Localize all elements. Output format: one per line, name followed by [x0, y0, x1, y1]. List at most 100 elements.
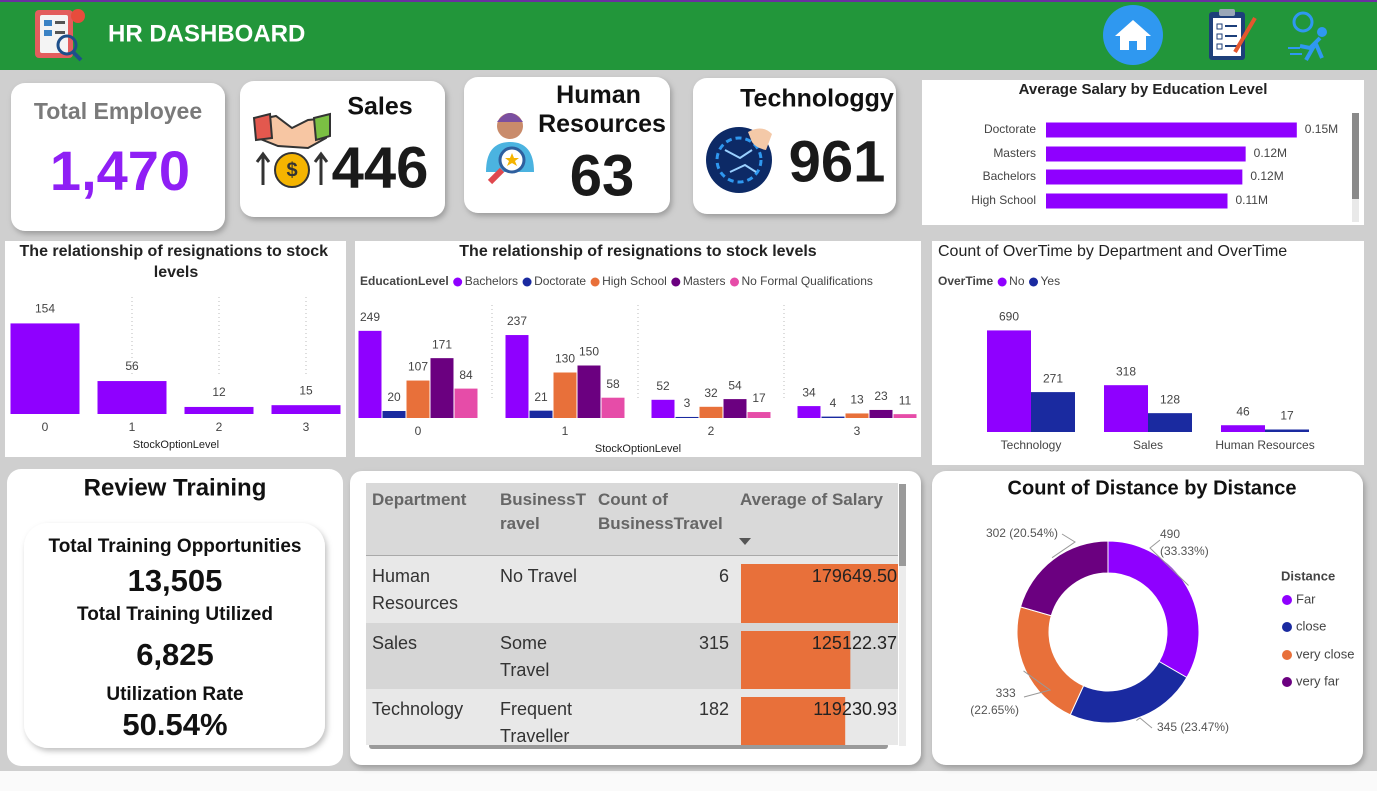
- value-label: 0.12M: [1254, 146, 1287, 160]
- cell: Sales: [372, 633, 417, 653]
- tech-icon: [706, 127, 772, 193]
- x-tick-label: 0: [42, 420, 49, 434]
- training-label: Total Training Opportunities: [49, 536, 302, 557]
- value-label: 150: [579, 345, 599, 359]
- bar: [821, 416, 845, 418]
- cell: Technology: [372, 699, 463, 719]
- legend-swatch: [1282, 595, 1292, 605]
- bar: [1031, 392, 1075, 432]
- column-header: Count of BusinessTravel: [598, 490, 723, 533]
- value-label: 130: [555, 352, 575, 366]
- scroll-track: [899, 484, 906, 746]
- kpi-card: [464, 77, 670, 213]
- legend-label: Far: [1296, 591, 1316, 606]
- bar: [1046, 122, 1297, 138]
- column-header: Department: [372, 490, 467, 509]
- bar: [454, 388, 478, 418]
- legend-label: No: [1009, 274, 1025, 288]
- value-label: 107: [408, 360, 428, 374]
- bar: [797, 406, 821, 418]
- training-value: 6,825: [136, 637, 214, 672]
- bar: [869, 409, 893, 418]
- legend-label: Masters: [683, 274, 726, 288]
- category-label: Masters: [993, 146, 1036, 160]
- value-label: 154: [35, 302, 55, 316]
- x-tick-label: 1: [129, 420, 136, 434]
- legend-swatch: [730, 277, 739, 287]
- bar: [699, 406, 723, 418]
- cell: 182: [699, 699, 729, 719]
- legend-title: Distance: [1281, 568, 1335, 583]
- logo-icon: [35, 9, 85, 62]
- value-label: 171: [432, 337, 452, 351]
- chart-title: The relationship of resignations to stoc…: [459, 243, 817, 260]
- kpi-value: 1,470: [50, 139, 190, 202]
- value-label: 52: [656, 379, 670, 393]
- value-label: 15: [299, 383, 313, 397]
- bar: [1046, 169, 1243, 185]
- bar: [406, 380, 430, 418]
- kpi-label: Sales: [347, 93, 412, 121]
- training-button[interactable]: [1288, 11, 1327, 61]
- salary-bar: [741, 697, 846, 745]
- category-label: High School: [971, 193, 1036, 207]
- kpi-label: Human Resources: [538, 81, 666, 138]
- category-label: Doctorate: [984, 122, 1036, 136]
- kpi-label: Total Employee: [34, 98, 202, 124]
- leader-line: [1136, 717, 1153, 729]
- value-label: 17: [1280, 409, 1294, 423]
- chart-title: Count of OverTime by Department and Over…: [938, 243, 1287, 260]
- data-label: 345 (23.47%): [1157, 720, 1229, 734]
- x-axis-title: StockOptionLevel: [595, 443, 681, 455]
- bar: [1046, 146, 1246, 162]
- table-body: Human Resources No Travel 6 179649.50 Sales S…: [366, 556, 898, 745]
- bar: [651, 399, 675, 418]
- bar: [1265, 429, 1309, 432]
- legend-label: close: [1296, 618, 1326, 633]
- kpi-value: 63: [570, 143, 635, 208]
- legend-swatch: [1282, 677, 1292, 687]
- column-header: BusinessT ravel: [500, 490, 587, 533]
- legend-swatch: [453, 277, 463, 287]
- training-label: Utilization Rate: [106, 684, 243, 705]
- category-label: Bachelors: [983, 169, 1036, 183]
- cell: Some Travel: [500, 633, 552, 680]
- value-label: 0.12M: [1250, 169, 1283, 183]
- legend-label: No Formal Qualifications: [742, 274, 873, 288]
- legend-swatch: [1029, 277, 1038, 287]
- bar: [577, 365, 601, 418]
- salary-bar: [741, 631, 851, 689]
- legend-label: Doctorate: [534, 274, 586, 288]
- header-title: HR DASHBOARD: [108, 20, 305, 47]
- value-label: 0.11M: [1236, 193, 1268, 207]
- checklist-button[interactable]: [1209, 9, 1257, 60]
- header-border: [0, 0, 1377, 2]
- training-title: Review Training: [84, 474, 267, 501]
- kpi-value: 961: [789, 129, 886, 194]
- scroll-thumb: [899, 484, 906, 566]
- data-label: 490 (33.33%): [1160, 527, 1209, 558]
- value-label: 54: [728, 378, 742, 392]
- data-label: 333 (22.65%): [970, 686, 1019, 717]
- home-button[interactable]: [1103, 5, 1163, 65]
- value-label: 46: [1236, 404, 1250, 418]
- bar: [553, 372, 577, 418]
- bar: [1221, 425, 1265, 432]
- legend-label: High School: [602, 274, 667, 288]
- data-label: 302 (20.54%): [986, 526, 1058, 540]
- value-label: 249: [360, 310, 380, 324]
- value-label: 32: [704, 386, 718, 400]
- legend-swatch: [590, 277, 600, 287]
- bar: [529, 410, 553, 418]
- cell: 6: [719, 566, 729, 586]
- chart-title: Average Salary by Education Level: [1019, 81, 1268, 98]
- legend-swatch: [522, 277, 532, 287]
- value-label: 34: [802, 385, 816, 399]
- value-label: 11: [899, 393, 912, 407]
- value-label: 20: [387, 390, 401, 404]
- bar: [1104, 385, 1148, 432]
- bottom-strip: [0, 771, 1377, 791]
- bar: [723, 399, 747, 418]
- x-tick-label: 3: [854, 424, 861, 438]
- dollar-glyph: $: [286, 159, 297, 181]
